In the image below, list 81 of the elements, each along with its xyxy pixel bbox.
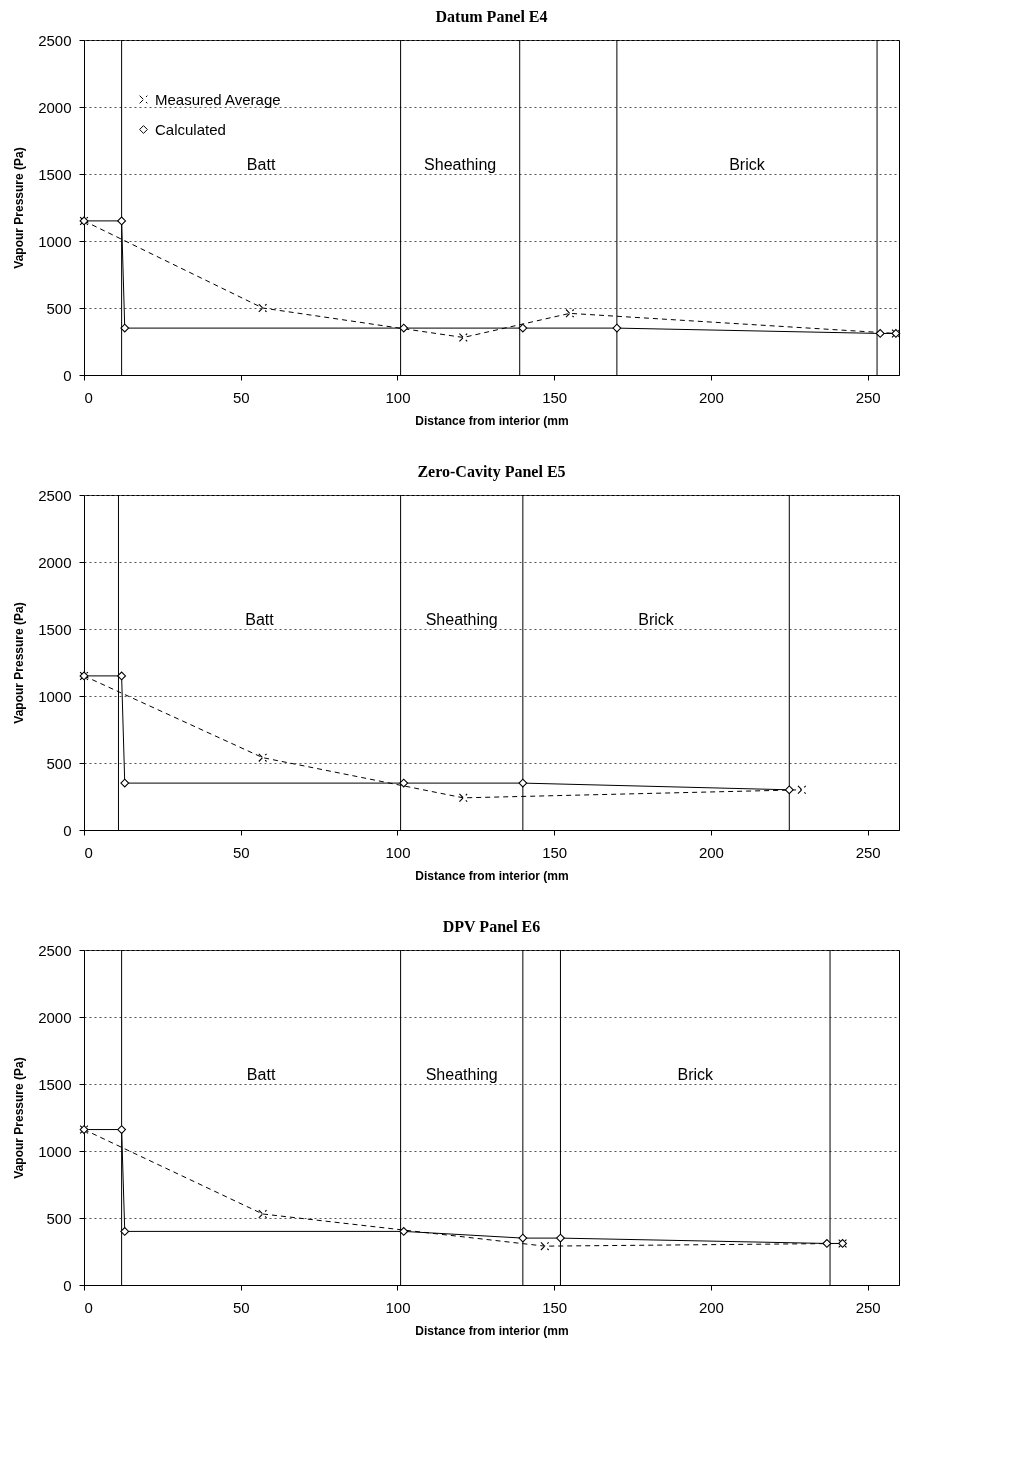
x-tick-label: 100	[385, 1298, 411, 1316]
y-tick-label: 2500	[38, 486, 72, 504]
x-tick-label: 0	[84, 1298, 93, 1316]
annotation: Sheathing	[425, 611, 498, 628]
point	[518, 778, 528, 788]
point	[120, 323, 130, 333]
point	[822, 1239, 832, 1248]
point	[565, 308, 575, 318]
y-axis-title: Vapour Pressure (Pa)	[12, 1057, 27, 1179]
x-tick-label: 100	[385, 843, 411, 861]
y-tick-label: 2000	[38, 98, 72, 116]
x-axis-title: Distance from interior (mm	[415, 413, 569, 428]
y-axis-title: Vapour Pressure (Pa)	[12, 147, 27, 269]
point	[518, 323, 528, 333]
point	[797, 785, 807, 795]
x-tick-label: 150	[542, 1298, 568, 1316]
x-tick-label: 100	[385, 388, 411, 406]
point	[399, 1226, 409, 1236]
point	[117, 1125, 127, 1134]
y-tick-label: 0	[63, 821, 72, 839]
point	[540, 1241, 550, 1251]
chart-title: Zero-Cavity Panel E5	[417, 463, 566, 481]
x-tick-label: 0	[84, 388, 93, 406]
point	[458, 333, 468, 342]
point	[875, 329, 885, 338]
annotation: Brick	[638, 611, 675, 628]
x-tick-label: 50	[232, 388, 250, 406]
point	[518, 1233, 528, 1243]
x-axis-title: Distance from interior (mm	[415, 868, 569, 883]
y-tick-label: 2500	[38, 31, 72, 49]
point	[258, 753, 268, 763]
legend-label: Measured Average	[155, 90, 281, 108]
y-tick-label: 0	[63, 366, 72, 384]
y-tick-label: 500	[46, 299, 72, 317]
point	[117, 671, 127, 681]
y-axis-title: Vapour Pressure (Pa)	[12, 602, 27, 724]
x-tick-label: 200	[698, 843, 724, 861]
y-tick-label: 2000	[38, 553, 72, 571]
y-tick-label: 500	[46, 1209, 72, 1227]
point	[117, 216, 127, 226]
point	[458, 793, 468, 803]
y-tick-label: 0	[63, 1276, 72, 1294]
chart-title: Datum Panel E4	[435, 8, 548, 25]
y-tick-label: 500	[46, 754, 72, 772]
x-tick-label: 200	[698, 1298, 724, 1316]
x-tick-label: 250	[855, 1298, 881, 1316]
chart-title: DPV Panel E6	[442, 918, 541, 935]
x-tick-label: 50	[232, 843, 250, 861]
annotation: Batt	[246, 1066, 276, 1083]
x-axis-title: Distance from interior (mm	[415, 1323, 569, 1338]
x-tick-label: 250	[855, 843, 881, 861]
annotation: Batt	[245, 611, 275, 628]
annotation: Batt	[246, 156, 276, 173]
point	[120, 1226, 130, 1236]
point	[784, 785, 794, 795]
x-tick-label: 150	[542, 388, 568, 406]
point	[556, 1233, 565, 1243]
point	[399, 778, 409, 788]
x-tick-label: 200	[698, 388, 724, 406]
y-tick-label: 1000	[38, 232, 72, 250]
point	[399, 323, 409, 333]
y-tick-label: 1500	[38, 165, 72, 183]
annotation: Brick	[729, 156, 766, 173]
point	[612, 323, 622, 333]
y-tick-label: 1500	[38, 1075, 72, 1093]
y-tick-label: 2000	[38, 1008, 72, 1026]
annotation: Sheathing	[424, 156, 497, 173]
annotation: Brick	[677, 1066, 715, 1083]
legend-label: Calculated	[155, 120, 226, 138]
y-tick-label: 1000	[38, 1142, 72, 1160]
y-tick-label: 1000	[38, 687, 72, 705]
y-tick-label: 1500	[38, 620, 72, 638]
point	[258, 1209, 268, 1219]
x-tick-label: 50	[232, 1298, 250, 1316]
x-tick-label: 150	[542, 843, 568, 861]
point	[120, 778, 130, 788]
x-tick-label: 0	[84, 843, 93, 861]
x-tick-label: 250	[855, 388, 881, 406]
y-tick-label: 2500	[38, 941, 72, 959]
annotation: Sheathing	[425, 1066, 498, 1083]
point	[258, 303, 268, 313]
